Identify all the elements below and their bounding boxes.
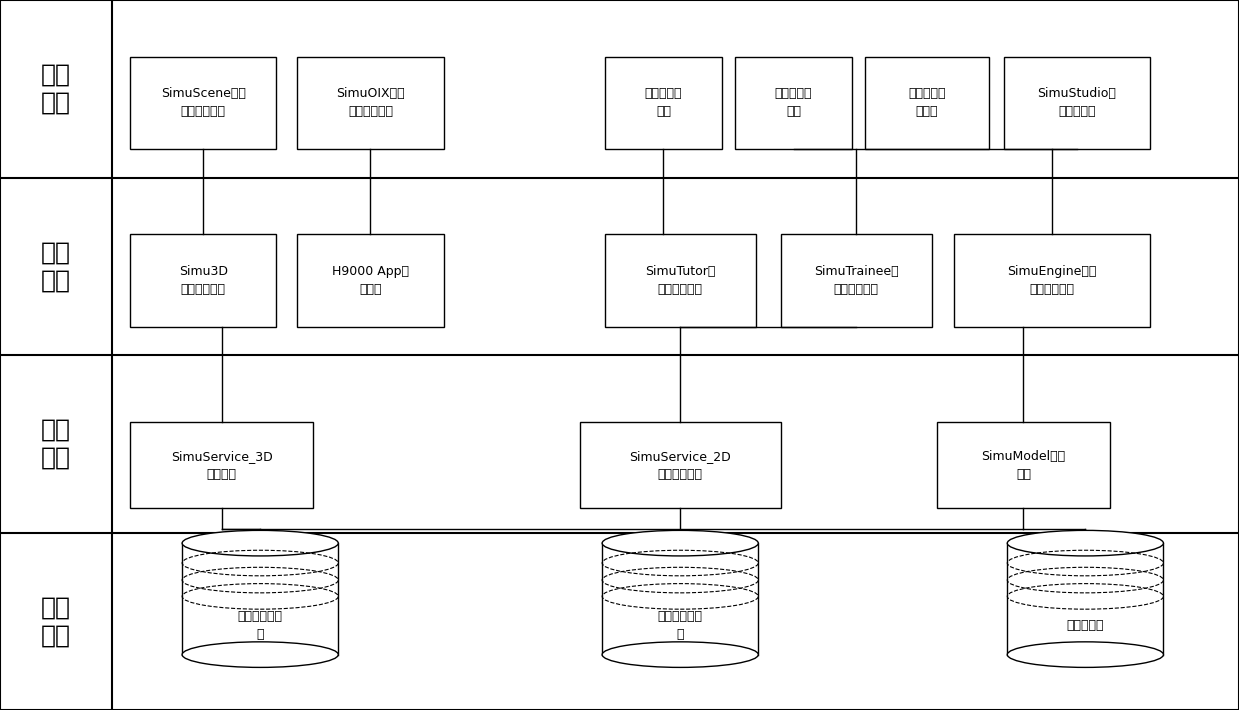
Text: 专业知识考
试界面: 专业知识考 试界面: [908, 87, 945, 119]
Text: 人机
接口: 人机 接口: [41, 63, 71, 114]
Bar: [297, 234, 444, 327]
Text: SimuEngine模型
驱动引擎平台: SimuEngine模型 驱动引擎平台: [1007, 265, 1097, 296]
Ellipse shape: [602, 642, 758, 667]
Ellipse shape: [602, 530, 758, 556]
Text: 教员站人机
界面: 教员站人机 界面: [644, 87, 683, 119]
Bar: [937, 422, 1110, 508]
Text: Simu3D
虚拟现实平台: Simu3D 虚拟现实平台: [178, 265, 228, 296]
Ellipse shape: [182, 530, 338, 556]
Text: SimuModel通讯
接口: SimuModel通讯 接口: [981, 449, 1066, 481]
Bar: [605, 57, 722, 149]
Text: SimuScene三维
人机接口界面: SimuScene三维 人机接口界面: [161, 87, 245, 119]
Text: SimuService_2D
数据服务接口: SimuService_2D 数据服务接口: [629, 449, 731, 481]
Text: SimuOIX二维
人机接口界面: SimuOIX二维 人机接口界面: [336, 87, 405, 119]
Text: SimuStudio图
形建模界面: SimuStudio图 形建模界面: [1037, 87, 1116, 119]
Text: SimuTutor教
员站系统平台: SimuTutor教 员站系统平台: [646, 265, 715, 296]
Ellipse shape: [1007, 642, 1163, 667]
Text: 学员站人机
界面: 学员站人机 界面: [774, 87, 813, 119]
Bar: [130, 422, 313, 508]
Text: SimuTrainee学
员站系统平台: SimuTrainee学 员站系统平台: [814, 265, 898, 296]
Text: 数据
服务: 数据 服务: [41, 596, 71, 647]
Text: 仿真实时数据
库: 仿真实时数据 库: [238, 610, 282, 641]
Text: 应用
平台: 应用 平台: [41, 241, 71, 292]
Text: H9000 App应
用平台: H9000 App应 用平台: [332, 265, 409, 296]
Text: SimuService_3D
通讯接口: SimuService_3D 通讯接口: [171, 449, 273, 481]
Bar: [580, 422, 781, 508]
Bar: [130, 234, 276, 327]
Text: 数据
接口: 数据 接口: [41, 418, 71, 469]
Ellipse shape: [1007, 530, 1163, 556]
Bar: [130, 57, 276, 149]
Text: 模型算法库: 模型算法库: [1067, 619, 1104, 632]
Ellipse shape: [182, 642, 338, 667]
Bar: [781, 234, 932, 327]
Bar: [954, 234, 1150, 327]
Bar: [297, 57, 444, 149]
Bar: [735, 57, 852, 149]
Bar: [865, 57, 989, 149]
Bar: [1004, 57, 1150, 149]
Bar: [605, 234, 756, 327]
Text: 仿真历史数据
库: 仿真历史数据 库: [658, 610, 703, 641]
